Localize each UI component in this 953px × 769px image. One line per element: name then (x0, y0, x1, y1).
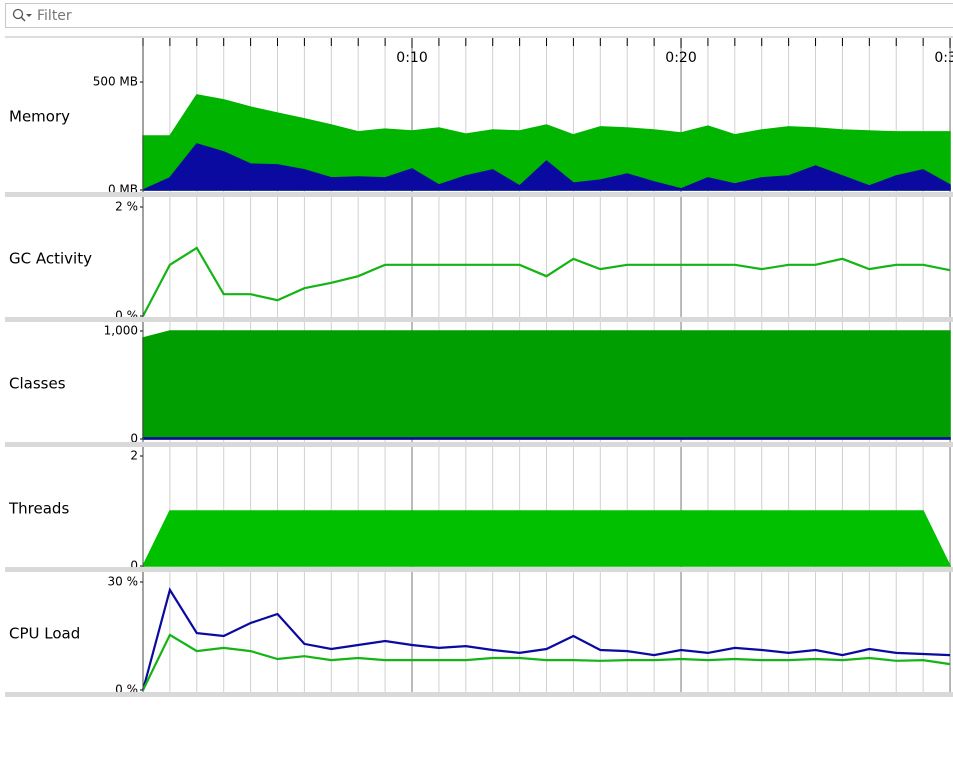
search-icon (12, 8, 32, 22)
area (142, 94, 951, 191)
panel-label: Classes (9, 375, 66, 393)
separator (5, 192, 953, 197)
separator (5, 692, 953, 697)
filter-box[interactable]: Filter (5, 3, 953, 28)
y-tick-label: 500 MB (93, 75, 138, 89)
y-tick-label: 1,000 (104, 324, 138, 338)
y-tick-label: 30 % (108, 575, 139, 589)
area (142, 330, 951, 440)
panel-label: Memory (9, 108, 70, 126)
panel-label: Threads (8, 500, 69, 518)
filter-placeholder: Filter (37, 8, 72, 24)
separator (5, 317, 953, 322)
line (142, 633, 951, 691)
area (142, 143, 951, 191)
line (141, 587, 951, 691)
y-tick-label: 2 % (115, 200, 138, 214)
time-tick-label: 0:20 (665, 50, 696, 66)
panel-label: GC Activity (9, 250, 92, 268)
area (142, 437, 951, 440)
separator (5, 567, 953, 572)
separator (5, 442, 953, 447)
area (141, 510, 952, 567)
y-tick-label: 0 (130, 559, 138, 573)
time-tick-label: 0:10 (396, 50, 427, 66)
panel-label: CPU Load (9, 625, 80, 643)
line (142, 246, 951, 317)
y-tick-label: 0 (130, 432, 138, 446)
y-tick-label: 2 (130, 449, 138, 463)
time-tick-label: 0:30 (934, 50, 953, 66)
